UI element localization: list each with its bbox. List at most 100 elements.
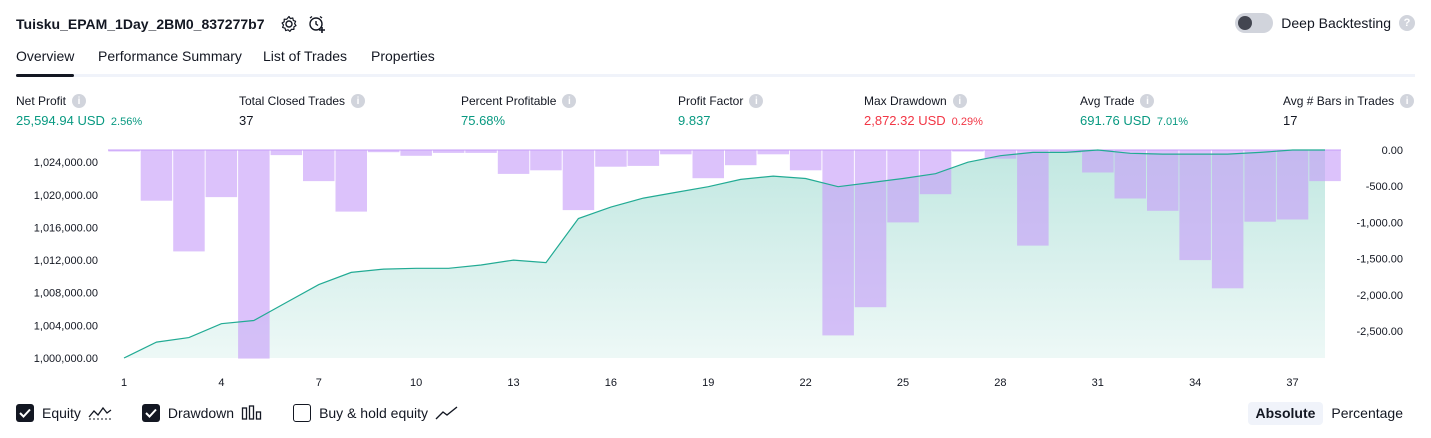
help-question-icon[interactable]: ? <box>1399 15 1415 31</box>
add-alert-clock-icon[interactable] <box>307 14 327 34</box>
equity-line <box>123 149 1325 359</box>
legend-label: Buy & hold equity <box>319 405 429 421</box>
drawdown-bar <box>562 150 595 211</box>
x-axis-tick-label: 10 <box>410 377 422 389</box>
metric-value: 17 <box>1283 113 1298 128</box>
deep-backtesting-label: Deep Backtesting <box>1281 15 1391 31</box>
x-axis-ticks: 1 4 7 10 13 16 19 22 25 28 31 34 37 <box>121 377 1299 389</box>
drawdown-bar <box>1114 150 1146 199</box>
metric-value: 75.68% <box>461 113 506 128</box>
drawdown-bar <box>725 150 757 166</box>
drawdown-bar <box>530 150 562 171</box>
tab-list-of-trades[interactable]: List of Trades <box>263 48 348 64</box>
tab-properties[interactable]: Properties <box>371 48 435 64</box>
info-icon[interactable]: i <box>952 94 967 108</box>
x-axis-tick-label: 37 <box>1286 377 1298 389</box>
metric-percent-profitable: Percent Profitable i 75.68% <box>461 94 577 129</box>
info-icon[interactable]: i <box>72 94 87 108</box>
right-axis-tick-label: -1,500.00 <box>1357 254 1403 266</box>
right-axis-tick-label: -1,000.00 <box>1357 217 1403 229</box>
metric-label: Avg # Bars in Trades <box>1283 94 1395 108</box>
deep-backtesting-control: Deep Backtesting ? <box>1235 13 1415 33</box>
chart-legend: Equity Drawdown Buy & hold equity <box>16 404 489 422</box>
report-tabs: Overview Performance Summary List of Tra… <box>16 48 1415 77</box>
left-axis-tick-label: 1,024,000.00 <box>34 157 98 169</box>
drawdown-bar <box>1017 150 1049 246</box>
legend-buy-hold-equity[interactable]: Buy & hold equity <box>293 404 459 422</box>
drawdown-bar <box>692 150 724 179</box>
x-axis-tick-label: 16 <box>605 377 617 389</box>
tab-overview[interactable]: Overview <box>16 48 75 77</box>
info-icon[interactable]: i <box>1140 94 1155 108</box>
settings-gear-icon[interactable] <box>279 14 299 34</box>
drawdown-bar <box>660 150 692 155</box>
metric-percent: 7.01% <box>1156 116 1189 128</box>
x-axis-tick-label: 22 <box>799 377 811 389</box>
deep-backtesting-toggle[interactable] <box>1235 13 1274 33</box>
metric-avg-trade: Avg Trade i 691.76 USD 7.01% <box>1080 94 1188 129</box>
drawdown-bar <box>400 150 432 156</box>
drawdown-bar <box>1211 150 1244 289</box>
metric-label: Max Drawdown <box>864 94 947 108</box>
drawdown-bar <box>984 150 1017 159</box>
x-axis-tick-label: 7 <box>316 377 322 389</box>
equity-wave-icon <box>88 405 112 421</box>
right-axis-tick-label: 0.00 <box>1382 145 1403 157</box>
x-axis-tick-label: 34 <box>1189 377 1201 389</box>
drawdown-bar <box>1049 150 1082 153</box>
drawdown-bar <box>335 150 367 212</box>
x-axis-tick-label: 1 <box>121 377 127 389</box>
legend-label: Equity <box>42 405 81 421</box>
drawdown-bar <box>1244 150 1276 222</box>
info-icon[interactable]: i <box>562 94 577 108</box>
right-axis-tick-label: -2,500.00 <box>1357 326 1403 338</box>
legend-equity[interactable]: Equity <box>16 404 112 422</box>
buy-hold-line-icon <box>435 405 459 421</box>
drawdown-bar <box>497 150 530 174</box>
drawdown-bar <box>1082 150 1114 173</box>
value-mode-switch: Absolute Percentage <box>1247 402 1412 425</box>
x-axis-tick-label: 4 <box>218 377 224 389</box>
left-axis-tick-label: 1,008,000.00 <box>34 288 98 300</box>
drawdown-bar <box>854 150 887 308</box>
checkbox-unchecked-icon[interactable] <box>293 404 312 422</box>
info-icon[interactable]: i <box>749 94 764 108</box>
absolute-button[interactable]: Absolute <box>1247 402 1324 425</box>
x-axis-tick-label: 25 <box>897 377 909 389</box>
drawdown-bar <box>1309 150 1341 182</box>
drawdown-bar <box>627 150 660 166</box>
tab-performance-summary[interactable]: Performance Summary <box>98 48 242 64</box>
metric-label: Net Profit <box>16 94 67 108</box>
x-axis-tick-label: 28 <box>994 377 1006 389</box>
drawdown-bar <box>757 150 789 155</box>
left-axis-ticks: 1,000,000.00 1,004,000.00 1,008,000.00 1,01… <box>34 157 98 365</box>
drawdown-bar <box>1179 150 1211 261</box>
drawdown-bar <box>952 150 984 152</box>
left-axis-tick-label: 1,012,000.00 <box>34 255 98 267</box>
drawdown-bar <box>303 150 335 182</box>
drawdown-bar <box>887 150 919 223</box>
drawdown-bar <box>173 150 205 252</box>
percentage-button[interactable]: Percentage <box>1331 405 1403 421</box>
x-axis-tick-label: 19 <box>702 377 714 389</box>
equity-drawdown-chart[interactable]: 1,000,000.00 1,004,000.00 1,008,000.00 1,01… <box>0 140 1431 398</box>
strategy-title: Tuisku_EPAM_1Day_2BM0_837277b7 <box>16 16 265 32</box>
drawdown-bar <box>205 150 238 198</box>
metric-value: 2,872.32 USD <box>864 113 946 128</box>
metric-label: Total Closed Trades <box>239 94 346 108</box>
drawdown-bar <box>919 150 952 195</box>
equity-line-layer <box>123 149 1325 359</box>
checkbox-checked-icon[interactable] <box>141 404 160 422</box>
metric-max-drawdown: Max Drawdown i 2,872.32 USD 0.29% <box>864 94 983 129</box>
info-icon[interactable]: i <box>351 94 366 108</box>
toggle-knob <box>1238 16 1253 30</box>
drawdown-bar <box>1276 150 1309 220</box>
info-icon[interactable]: i <box>1400 94 1415 108</box>
metric-profit-factor: Profit Factor i 9.837 <box>678 94 764 129</box>
drawdown-bar <box>595 150 627 167</box>
legend-drawdown[interactable]: Drawdown <box>141 404 263 422</box>
checkbox-checked-icon[interactable] <box>16 404 34 422</box>
x-axis-tick-label: 31 <box>1092 377 1104 389</box>
right-axis-tick-label: -500.00 <box>1366 181 1403 193</box>
drawdown-bars-icon <box>241 405 263 421</box>
